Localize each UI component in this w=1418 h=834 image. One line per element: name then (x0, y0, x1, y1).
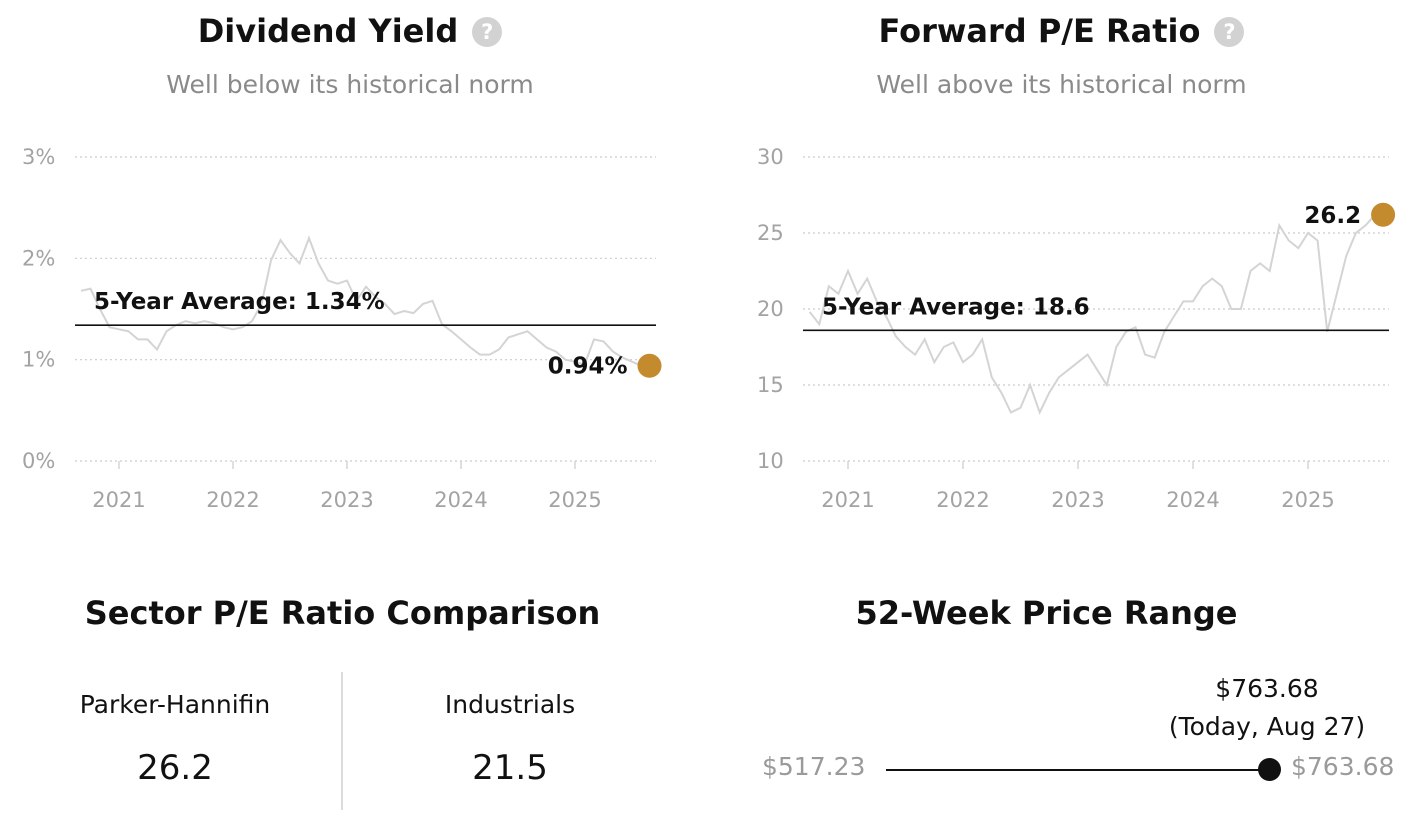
average-label: 5-Year Average: 18.6 (822, 294, 1090, 320)
dividend-yield-title: Dividend Yield? (0, 12, 700, 50)
x-tick-label: 2022 (936, 488, 989, 512)
y-tick-label: 15 (757, 373, 784, 397)
forward-pe-title: Forward P/E Ratio? (705, 12, 1418, 50)
current-value-label: 26.2 (1304, 203, 1361, 229)
dividend-yield-subtitle: Well below its historical norm (166, 70, 534, 99)
sector-industry-value: 21.5 (472, 748, 548, 788)
series-line (80, 235, 642, 367)
average-label: 5-Year Average: 1.34% (94, 289, 385, 315)
y-tick-label: 1% (22, 348, 55, 372)
forward-pe-subtitle: Well above its historical norm (876, 70, 1247, 99)
current-value-marker (1371, 202, 1396, 227)
current-price-value: $763.68 (1215, 674, 1319, 703)
sector-company-value: 26.2 (137, 748, 213, 788)
forward-pe-title-text: Forward P/E Ratio (878, 12, 1201, 50)
sector-comparison-title: Sector P/E Ratio Comparison (84, 594, 601, 632)
x-tick-label: 2023 (1051, 488, 1104, 512)
x-tick-label: 2025 (548, 488, 601, 512)
forward-pe-panel: Forward P/E Ratio? Well above its histor… (705, 0, 1418, 540)
y-tick-label: 0% (22, 449, 55, 473)
x-tick-label: 2025 (1281, 488, 1334, 512)
dividend-yield-chart: 0% 1% 2% 3% 2021 2022 2023 2024 2025 5-Year Avera… (22, 145, 662, 512)
sector-industry-name: Industrials (444, 690, 576, 719)
question-circle-icon[interactable]: ? (1214, 17, 1245, 47)
x-tick-label: 2021 (92, 488, 145, 512)
y-tick-label: 3% (22, 145, 55, 169)
y-tick-label: 20 (757, 297, 784, 321)
series-line (808, 214, 1376, 415)
x-tick-label: 2024 (434, 488, 487, 512)
question-circle-icon[interactable]: ? (472, 17, 503, 47)
range-low-label: $517.23 (762, 752, 866, 781)
range-current-marker (1257, 758, 1281, 781)
y-tick-label: 25 (757, 221, 784, 245)
current-value-label: 0.94% (548, 354, 628, 380)
dividend-yield-title-text: Dividend Yield (197, 12, 459, 50)
y-tick-label: 2% (22, 246, 55, 270)
price-range-panel: 52-Week Price Range $763.68 (Today, Aug … (705, 580, 1418, 834)
x-tick-label: 2023 (320, 488, 373, 512)
sector-comparison-panel: Sector P/E Ratio Comparison Parker-Hanni… (0, 580, 700, 834)
range-high-label: $763.68 (1291, 752, 1395, 781)
x-tick-label: 2021 (821, 488, 874, 512)
dividend-yield-panel: Dividend Yield? Well below its historica… (0, 0, 700, 540)
range-track (886, 769, 1269, 771)
y-tick-label: 30 (757, 145, 784, 169)
x-tick-label: 2024 (1166, 488, 1219, 512)
price-range-title: 52-Week Price Range (855, 594, 1238, 632)
current-value-marker (637, 353, 662, 378)
x-tick-label: 2022 (206, 488, 259, 512)
current-price-label: $763.68 (Today, Aug 27) (1137, 670, 1397, 746)
sector-company-name: Parker-Hannifin (79, 690, 271, 719)
sector-divider (341, 672, 343, 810)
current-price-note: (Today, Aug 27) (1168, 712, 1366, 741)
y-tick-label: 10 (757, 449, 784, 473)
